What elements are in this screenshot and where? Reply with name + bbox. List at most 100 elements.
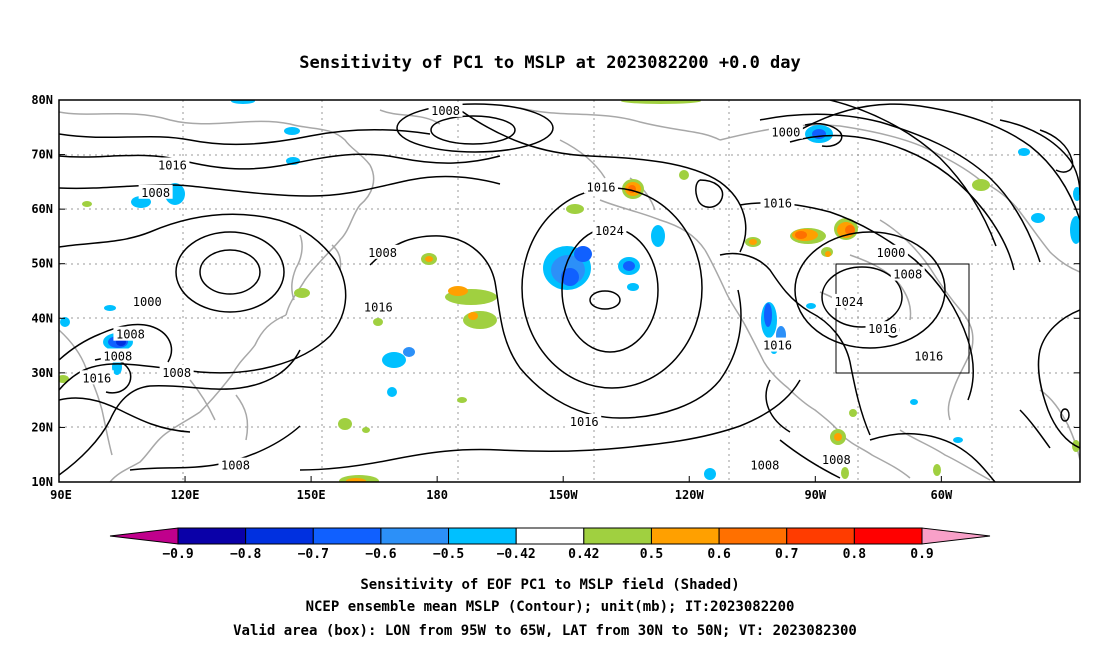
contour-label-bg <box>592 222 627 237</box>
contour-label: 1016 <box>763 339 792 353</box>
contour-label: 1016 <box>763 197 792 211</box>
lat-label: 50N <box>31 257 53 271</box>
contour-label: 1024 <box>834 295 863 309</box>
caption-line-1: Sensitivity of EOF PC1 to MSLP field (Sh… <box>360 577 739 593</box>
contour-label: 1000 <box>771 126 800 140</box>
contour-label: 1024 <box>595 224 624 238</box>
contour-label: 1016 <box>914 349 943 363</box>
contour-label-bg <box>159 364 194 379</box>
colorbar-box <box>650 527 720 545</box>
mslp-contours <box>59 100 1080 482</box>
contour-label-bg <box>138 184 173 199</box>
latitude-labels: 80N 70N 60N 50N 40N 30N 20N 10N <box>31 93 53 489</box>
valid-area-box <box>835 263 970 374</box>
contour-label-bg <box>819 452 854 467</box>
colorbar-label: −0.9 <box>162 547 193 562</box>
contour-label-bg <box>768 124 803 139</box>
lat-label: 40N <box>31 311 53 325</box>
colorbar-box <box>515 527 585 545</box>
contour-label-bg <box>890 266 925 281</box>
colorbar-box <box>583 527 652 545</box>
colorbar-label: 0.9 <box>910 547 933 562</box>
contour-label-bg <box>831 293 866 308</box>
contour-label-bg <box>79 370 114 385</box>
caption-line-2: NCEP ensemble mean MSLP (Contour); unit(… <box>306 599 795 615</box>
contour-label: 1000 <box>876 246 905 260</box>
longitude-labels: 90E 120E 150E 180 150W 120W 90W 60W <box>50 488 953 502</box>
coastlines <box>59 107 1080 482</box>
lat-label: 20N <box>31 420 53 434</box>
contour-label: 1008 <box>162 366 191 380</box>
colorbar-label: 0.6 <box>707 547 731 562</box>
contour-label-bg <box>155 157 190 172</box>
colorbar: −0.9 −0.8 −0.7 −0.6 −0.5 −0.42 0.42 0.5 0.6 0.7 0.… <box>109 527 991 562</box>
contour-label: 1008 <box>893 268 922 282</box>
lat-label: 70N <box>31 148 53 162</box>
contour-label-bg <box>760 195 795 210</box>
figure-title: Sensitivity of PC1 to MSLP at 2023082200… <box>299 53 801 73</box>
contour-label: 1008 <box>431 104 460 118</box>
contour-label-bg <box>747 457 782 472</box>
lat-label: 30N <box>31 366 53 380</box>
lon-label: 90W <box>804 488 826 502</box>
lon-label: 120E <box>171 488 200 502</box>
contour-label: 1008 <box>221 459 250 473</box>
colorbar-box <box>786 527 855 545</box>
colorbar-label: 0.5 <box>640 547 663 562</box>
contour-label: 1008 <box>822 453 851 467</box>
contour-label-bg <box>218 457 253 472</box>
lon-label: 150E <box>297 488 326 502</box>
contour-label: 1016 <box>82 371 111 385</box>
contour-label: 1016 <box>158 158 187 172</box>
contour-label: 1008 <box>750 459 779 473</box>
colorbar-box <box>853 527 923 545</box>
contour-label: 1008 <box>141 186 170 200</box>
colorbar-box <box>177 527 247 545</box>
colorbar-high-extend <box>921 527 991 545</box>
contour-label: 1000 <box>133 295 162 309</box>
caption-line-3: Valid area (box): LON from 95W to 65W, L… <box>233 623 857 639</box>
contour-label: 1008 <box>103 349 132 363</box>
colorbar-box <box>448 527 517 545</box>
colorbar-box <box>380 527 450 545</box>
contour-label: 1016 <box>868 322 897 336</box>
contour-label-bg <box>130 293 165 308</box>
contour-label-bg <box>865 321 900 336</box>
colorbar-box <box>245 527 314 545</box>
lon-label: 90E <box>50 488 72 502</box>
lat-label: 60N <box>31 202 53 216</box>
colorbar-label: 0.42 <box>568 547 599 562</box>
contour-labels: 1008 1016 1008 1016 1024 1008 1000 1016 1008 1008… <box>79 102 946 473</box>
contour-label-bg <box>760 337 795 352</box>
contour-label-bg <box>873 244 908 259</box>
contour-label: 1008 <box>116 328 145 342</box>
colorbar-label: 0.8 <box>843 547 867 562</box>
contour-label-bg <box>428 102 463 117</box>
colorbar-label: −0.42 <box>497 547 536 562</box>
colorbar-label: 0.7 <box>775 547 798 562</box>
contour-label-bg <box>911 348 946 363</box>
colorbar-label: −0.7 <box>298 547 329 562</box>
contour-label-bg <box>113 326 148 341</box>
axis-ticks <box>58 99 1080 483</box>
map-frame <box>58 99 1081 483</box>
contour-label-bg <box>361 299 396 314</box>
contour-label-bg <box>567 413 602 428</box>
sensitivity-shading <box>59 100 1080 482</box>
colorbar-label: −0.6 <box>365 547 396 562</box>
contour-label-bg <box>365 244 400 259</box>
contour-label-bg <box>584 179 619 194</box>
lon-label: 60W <box>931 488 953 502</box>
contour-label: 1016 <box>364 300 393 314</box>
lon-label: 150W <box>549 488 579 502</box>
contour-label: 1016 <box>570 415 599 429</box>
lat-label: 80N <box>31 93 53 107</box>
colorbar-label: −0.5 <box>433 547 464 562</box>
colorbar-box <box>312 527 382 545</box>
contour-label: 1016 <box>587 180 616 194</box>
colorbar-low-extend <box>109 527 179 545</box>
map-panel: 1008 1016 1008 1016 1024 1008 1000 1016 1008 1008… <box>59 100 1080 482</box>
contour-label-bg <box>100 348 135 363</box>
lon-label: 120W <box>675 488 705 502</box>
